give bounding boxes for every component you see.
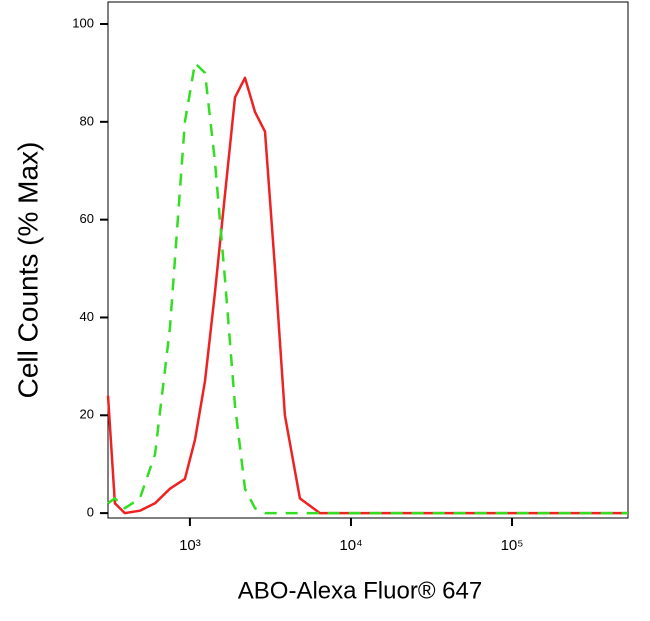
x-tick-label: 10³ [179, 537, 201, 554]
plot-frame [107, 1, 629, 519]
y-tick-label: 20 [80, 407, 94, 422]
histogram-line [106, 76, 628, 515]
y-tick-label: 60 [80, 211, 94, 226]
histogram-line [107, 61, 628, 515]
x-tick-label: 10⁴ [339, 537, 362, 554]
y-tick-label: 100 [72, 15, 94, 30]
y-tick-label: 40 [80, 309, 94, 324]
y-tick-label: 0 [87, 505, 94, 520]
x-tick-label: 10⁵ [501, 537, 524, 554]
x-axis-label: ABO-Alexa Fluor® 647 [238, 577, 482, 604]
y-tick-label: 80 [80, 113, 94, 128]
y-axis-label: Cell Counts (% Max) [12, 142, 43, 399]
